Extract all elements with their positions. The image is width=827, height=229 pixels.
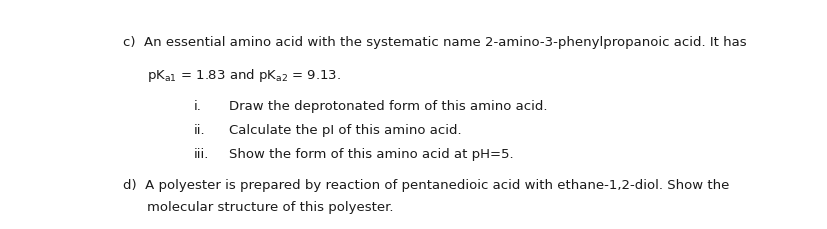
Text: d)  A polyester is prepared by reaction of pentanedioic acid with ethane-1,2-dio: d) A polyester is prepared by reaction o… bbox=[122, 178, 729, 191]
Text: molecular structure of this polyester.: molecular structure of this polyester. bbox=[147, 200, 393, 213]
Text: Draw the deprotonated form of this amino acid.: Draw the deprotonated form of this amino… bbox=[228, 100, 547, 113]
Text: Show the form of this amino acid at pH=5.: Show the form of this amino acid at pH=5… bbox=[228, 147, 513, 160]
Text: iii.: iii. bbox=[193, 147, 208, 160]
Text: ii.: ii. bbox=[193, 124, 205, 136]
Text: c)  An essential amino acid with the systematic name 2-amino-3-phenylpropanoic a: c) An essential amino acid with the syst… bbox=[122, 35, 745, 48]
Text: Calculate the pI of this amino acid.: Calculate the pI of this amino acid. bbox=[228, 124, 461, 136]
Text: i.: i. bbox=[193, 100, 201, 113]
Text: $\mathregular{pK_{a1}}$ = 1.83 and $\mathregular{pK_{a2}}$ = 9.13.: $\mathregular{pK_{a1}}$ = 1.83 and $\mat… bbox=[147, 66, 341, 83]
